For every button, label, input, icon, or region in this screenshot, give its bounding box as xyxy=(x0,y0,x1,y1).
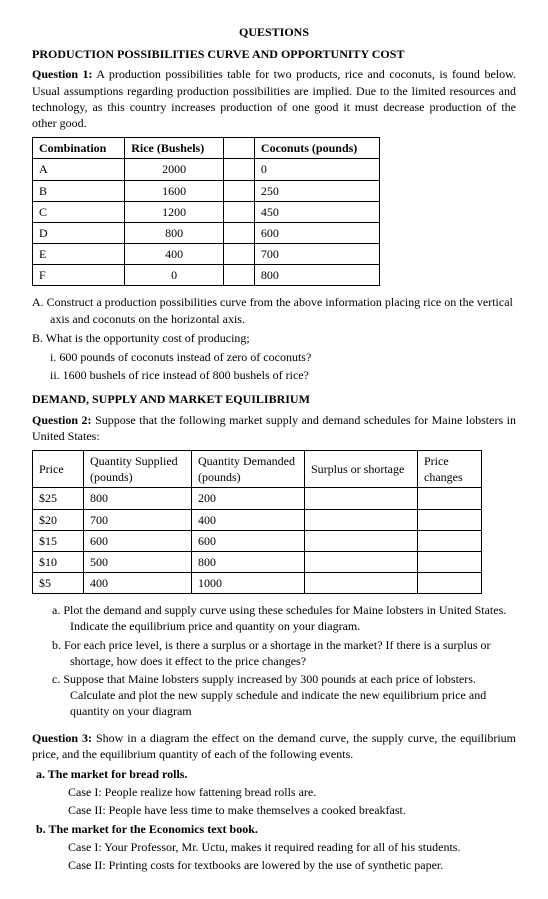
q1-th-2 xyxy=(223,138,254,159)
q2-th-0: Price xyxy=(33,450,84,487)
q2-intro-text: Suppose that the following market supply… xyxy=(32,413,516,443)
q2-c: c. Suppose that Maine lobsters supply in… xyxy=(32,671,516,720)
main-heading: QUESTIONS xyxy=(32,24,516,40)
q1-intro: Question 1: A production possibilities t… xyxy=(32,66,516,131)
q2-th-4: Price changes xyxy=(418,450,482,487)
q1-partBi: i. 600 pounds of coconuts instead of zer… xyxy=(32,349,516,365)
table-row: A20000 xyxy=(33,159,380,180)
table-row: D800600 xyxy=(33,222,380,243)
q1-th-1: Rice (Bushels) xyxy=(125,138,224,159)
q3-b-case1: Case I: Your Professor, Mr. Uctu, makes … xyxy=(32,839,516,855)
q2-th-1: Quantity Supplied (pounds) xyxy=(84,450,192,487)
q2-a: a. Plot the demand and supply curve usin… xyxy=(32,602,516,634)
q3-b-case2: Case II: Printing costs for textbooks ar… xyxy=(32,857,516,873)
q2-table: Price Quantity Supplied (pounds) Quantit… xyxy=(32,450,482,594)
q1-partBii: ii. 1600 bushels of rice instead of 800 … xyxy=(32,367,516,383)
q3-b: b. The market for the Economics text boo… xyxy=(32,821,516,837)
table-row: Combination Rice (Bushels) Coconuts (pou… xyxy=(33,138,380,159)
table-row: E400700 xyxy=(33,244,380,265)
q1-th-0: Combination xyxy=(33,138,125,159)
table-row: $20700400 xyxy=(33,509,482,530)
q1-label: Question 1: xyxy=(32,67,93,81)
q3-a: a. The market for bread rolls. xyxy=(32,766,516,782)
q1-table: Combination Rice (Bushels) Coconuts (pou… xyxy=(32,137,380,286)
q1-intro-text: A production possibilities table for two… xyxy=(32,67,516,130)
table-row: B1600250 xyxy=(33,180,380,201)
section2-title: DEMAND, SUPPLY AND MARKET EQUILIBRIUM xyxy=(32,391,516,407)
table-row: $15600600 xyxy=(33,530,482,551)
table-row: $10500800 xyxy=(33,551,482,572)
q1-partA: A. Construct a production possibilities … xyxy=(32,294,516,326)
q2-th-3: Surplus or shortage xyxy=(305,450,418,487)
q2-intro: Question 2: Suppose that the following m… xyxy=(32,412,516,444)
q3-a-case2: Case II: People have less time to make t… xyxy=(32,802,516,818)
q1-th-3: Coconuts (pounds) xyxy=(254,138,380,159)
q1-partB: B. What is the opportunity cost of produ… xyxy=(32,330,516,346)
q2-label: Question 2: xyxy=(32,413,92,427)
section1-title: PRODUCTION POSSIBILITIES CURVE AND OPPOR… xyxy=(32,46,516,62)
table-row: C1200450 xyxy=(33,201,380,222)
q2-th-2: Quantity Demanded (pounds) xyxy=(192,450,305,487)
q3-intro-text: Show in a diagram the effect on the dema… xyxy=(32,731,516,761)
q3-intro: Question 3: Show in a diagram the effect… xyxy=(32,730,516,762)
q3-label: Question 3: xyxy=(32,731,92,745)
q2-b: b. For each price level, is there a surp… xyxy=(32,637,516,669)
table-row: F0800 xyxy=(33,265,380,286)
table-row: $54001000 xyxy=(33,573,482,594)
table-row: Price Quantity Supplied (pounds) Quantit… xyxy=(33,450,482,487)
table-row: $25800200 xyxy=(33,488,482,509)
q3-a-case1: Case I: People realize how fattening bre… xyxy=(32,784,516,800)
